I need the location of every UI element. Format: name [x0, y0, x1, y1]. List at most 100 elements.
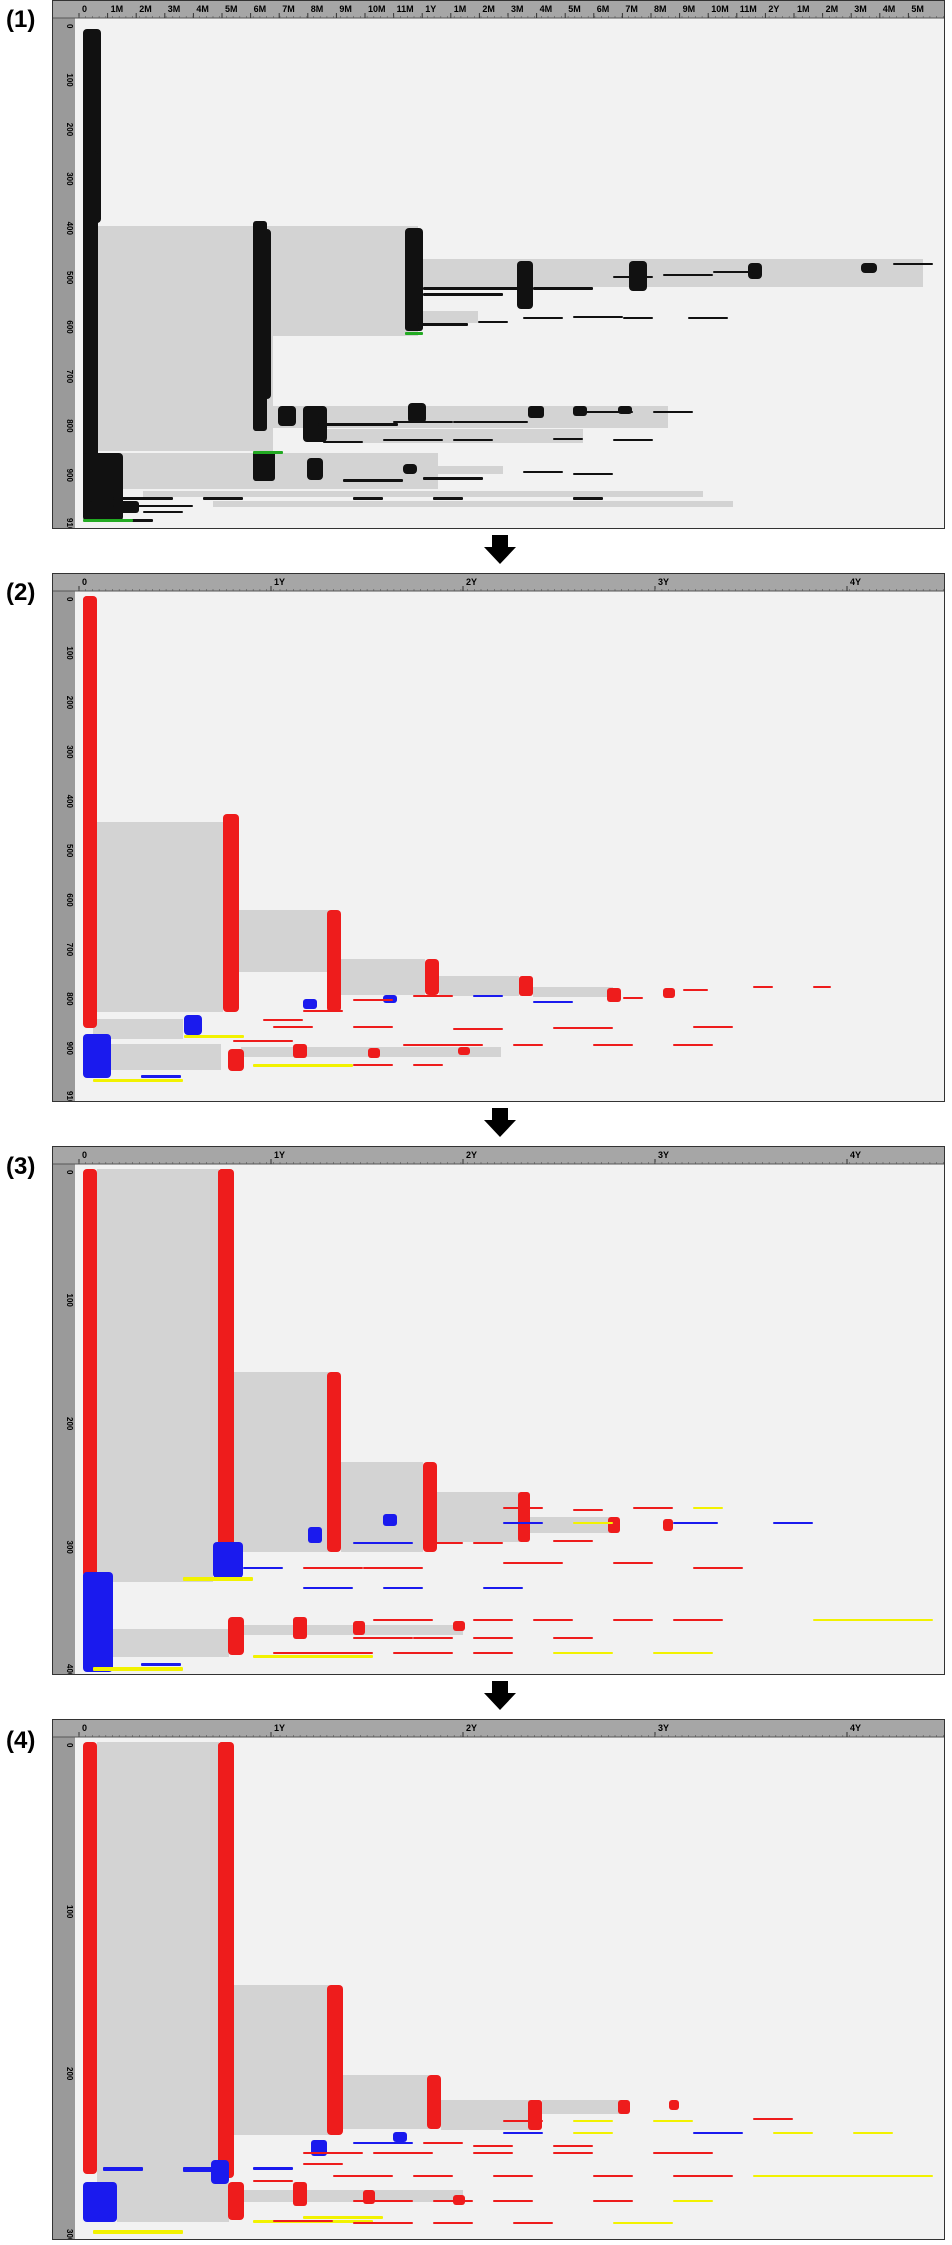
- branch-line: [503, 2120, 543, 2122]
- node-bar: [608, 1517, 620, 1533]
- branch-line: [513, 2222, 553, 2224]
- span-band: [239, 910, 329, 972]
- branch-line: [613, 276, 653, 278]
- span-band: [542, 2100, 622, 2114]
- side-ruler: [53, 591, 75, 1101]
- down-arrow-icon: [484, 535, 516, 564]
- top-tick-label: 10M: [368, 4, 386, 14]
- span-band: [533, 259, 653, 281]
- span-band: [111, 1044, 221, 1070]
- branch-line: [773, 1522, 813, 1524]
- branch-line: [433, 2200, 473, 2202]
- side-tick-label: 300: [65, 745, 74, 759]
- branch-line: [93, 2230, 183, 2234]
- branch-line: [203, 497, 243, 500]
- node-bar: [83, 151, 98, 511]
- top-tick-label: 1M: [797, 4, 810, 14]
- branch-line: [423, 1542, 463, 1544]
- top-tick-label: 4M: [883, 4, 896, 14]
- branch-line: [353, 999, 393, 1001]
- branch-line: [653, 1652, 713, 1654]
- node-bar: [458, 1047, 470, 1055]
- side-tick-label: 200: [65, 696, 74, 710]
- branch-line: [363, 1567, 423, 1569]
- node-bar: [427, 2075, 441, 2129]
- side-tick-label: 400: [65, 795, 74, 809]
- branch-line: [413, 1064, 443, 1066]
- side-tick-label: 0: [65, 1170, 74, 1175]
- branch-line: [184, 1035, 244, 1038]
- branch-line: [423, 477, 483, 480]
- top-tick-label: 1M: [111, 4, 124, 14]
- branch-line: [343, 479, 403, 482]
- node-bar: [669, 2100, 679, 2110]
- top-tick-label: 0: [82, 577, 87, 587]
- branch-line: [593, 2175, 633, 2177]
- branch-line: [243, 1567, 283, 1569]
- branch-line: [143, 511, 183, 513]
- side-tick-label: 800: [65, 419, 74, 433]
- top-tick-label: 1Y: [274, 1723, 285, 1733]
- branch-line: [403, 1044, 483, 1046]
- node-bar: [211, 2160, 229, 2184]
- span-band: [117, 2182, 229, 2222]
- branch-line: [113, 505, 193, 507]
- branch-line: [523, 317, 563, 319]
- node-bar: [748, 263, 762, 279]
- side-tick-label: 600: [65, 320, 74, 334]
- span-band: [343, 2075, 429, 2129]
- side-tick-label: 500: [65, 271, 74, 285]
- branch-line: [93, 1667, 183, 1671]
- branch-line: [413, 2175, 453, 2177]
- branch-line: [493, 2200, 533, 2202]
- branch-line: [423, 293, 503, 296]
- node-bar: [293, 2182, 307, 2206]
- top-tick-label: 3M: [168, 4, 181, 14]
- branch-line: [473, 1637, 513, 1639]
- span-band: [437, 1492, 519, 1542]
- branch-line: [688, 317, 728, 319]
- branch-line: [893, 263, 933, 265]
- branch-line: [393, 421, 453, 423]
- branch-line: [673, 1522, 718, 1524]
- branch-line: [93, 1079, 183, 1082]
- branch-line: [623, 997, 643, 999]
- span-band: [341, 1462, 423, 1552]
- branch-line: [383, 1587, 423, 1589]
- span-band: [93, 226, 273, 451]
- side-tick-label: 500: [65, 844, 74, 858]
- top-ruler: [53, 1720, 944, 1737]
- branch-line: [498, 421, 528, 423]
- branch-line: [773, 2132, 813, 2134]
- branch-line: [473, 1619, 513, 1621]
- branch-line: [553, 1027, 613, 1029]
- top-tick-label: 4M: [196, 4, 209, 14]
- branch-line: [323, 441, 363, 443]
- top-tick-label: 3M: [511, 4, 524, 14]
- span-band: [323, 429, 583, 443]
- node-bar: [405, 301, 423, 331]
- green-marker: [83, 519, 133, 522]
- branch-line: [253, 1064, 353, 1067]
- side-tick-label: 910: [65, 518, 74, 529]
- top-tick-label: 11M: [740, 4, 757, 14]
- branch-line: [373, 2152, 433, 2154]
- branch-line: [318, 423, 398, 426]
- top-tick-label: 8M: [311, 4, 324, 14]
- span-band: [423, 259, 923, 287]
- branch-line: [413, 1637, 453, 1639]
- down-arrow-icon: [484, 1681, 516, 1710]
- node-bar: [861, 263, 877, 273]
- node-bar: [528, 2100, 542, 2130]
- green-marker: [253, 451, 283, 454]
- side-ruler: [53, 1737, 75, 2239]
- node-bar: [383, 1514, 397, 1526]
- node-bar: [327, 1985, 343, 2135]
- side-tick-label: 0: [65, 597, 74, 602]
- top-tick-label: 1M: [454, 4, 467, 14]
- branch-line: [373, 1619, 433, 1621]
- branch-line: [613, 2222, 673, 2224]
- branch-line: [533, 1619, 573, 1621]
- branch-line: [423, 287, 533, 290]
- side-ruler: [53, 1164, 75, 1674]
